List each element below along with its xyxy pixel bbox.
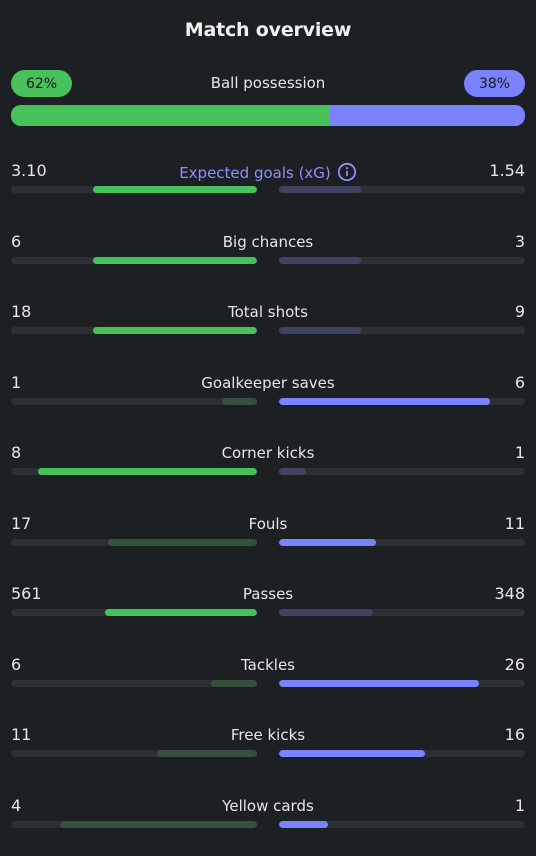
home-stat-bar bbox=[11, 397, 257, 405]
away-stat-value: 6 bbox=[514, 372, 525, 392]
home-stat-bar-fill bbox=[156, 750, 257, 757]
home-stat-bar bbox=[11, 538, 257, 546]
home-stat-bar bbox=[11, 609, 257, 616]
stat-row: 17 Fouls 11 bbox=[0, 514, 536, 564]
away-stat-value: 11 bbox=[504, 513, 525, 533]
away-stat-bar-fill bbox=[279, 186, 361, 193]
stat-label-text: Free kicks bbox=[230, 726, 306, 744]
stat-label-text: Big chances bbox=[222, 232, 314, 251]
away-stat-bar-fill bbox=[279, 538, 376, 546]
stat-label-text: Tackles bbox=[240, 655, 296, 674]
away-stat-bar-fill bbox=[279, 327, 361, 334]
stat-row: 11 Free kicks 16 bbox=[0, 725, 536, 775]
away-stat-bar bbox=[279, 327, 525, 334]
stat-row: 4 Yellow cards 1 bbox=[0, 796, 536, 846]
stat-row: 8 Corner kicks 1 bbox=[0, 443, 536, 493]
home-stat-bar bbox=[11, 820, 257, 828]
away-stat-bar-fill bbox=[279, 256, 361, 264]
away-possession-badge: 38% bbox=[464, 70, 525, 97]
possession-home-fill bbox=[11, 105, 330, 126]
away-stat-bar-fill bbox=[279, 397, 490, 405]
stat-label-text: Yellow cards bbox=[222, 796, 314, 815]
info-icon[interactable] bbox=[337, 162, 357, 182]
away-stat-value: 26 bbox=[504, 654, 525, 674]
away-stat-bar-fill bbox=[279, 750, 425, 757]
home-stat-bar-fill bbox=[92, 327, 257, 334]
possession-bar bbox=[11, 105, 525, 126]
home-stat-bar bbox=[11, 256, 257, 264]
home-stat-bar bbox=[11, 750, 257, 757]
stat-row: 1 Goalkeeper saves 6 bbox=[0, 373, 536, 423]
stat-label: Passes bbox=[0, 585, 536, 603]
away-stat-bar bbox=[279, 468, 525, 475]
panel-title: Match overview bbox=[184, 19, 352, 41]
home-stat-value: 17 bbox=[11, 513, 32, 533]
stat-label: Yellow cards bbox=[0, 797, 536, 815]
away-stat-value: 9 bbox=[514, 302, 525, 321]
stat-label-text: Fouls bbox=[248, 514, 288, 533]
home-stat-bar bbox=[11, 679, 257, 687]
away-stat-bar bbox=[279, 256, 525, 264]
away-stat-value: 1 bbox=[514, 795, 525, 815]
away-stat-bar-fill bbox=[279, 609, 374, 616]
home-stat-bar-fill bbox=[92, 256, 257, 264]
stat-label-text: Goalkeeper saves bbox=[201, 373, 335, 392]
stat-label-text: Total shots bbox=[228, 303, 308, 321]
stat-row: 6 Big chances 3 bbox=[0, 232, 536, 282]
home-stat-bar-fill bbox=[221, 397, 257, 405]
away-stat-value: 1.54 bbox=[489, 161, 525, 180]
stat-label[interactable]: Expected goals (xG) bbox=[0, 162, 536, 182]
stat-label: Fouls bbox=[0, 515, 536, 533]
away-stat-bar bbox=[279, 397, 525, 405]
home-stat-value: 18 bbox=[11, 302, 32, 321]
stat-label: Goalkeeper saves bbox=[0, 374, 536, 392]
away-stat-bar-fill bbox=[279, 468, 307, 475]
home-stat-bar-fill bbox=[105, 609, 257, 616]
away-stat-bar-fill bbox=[279, 820, 329, 828]
away-stat-value: 1 bbox=[514, 443, 525, 462]
stat-row: 18 Total shots 9 bbox=[0, 302, 536, 352]
home-stat-value: 4 bbox=[11, 795, 22, 815]
stat-label-text: Passes bbox=[242, 585, 294, 603]
possession-away-fill bbox=[329, 105, 525, 126]
home-stat-value: 1 bbox=[11, 372, 22, 392]
home-stat-bar bbox=[11, 327, 257, 334]
stat-label: Total shots bbox=[0, 303, 536, 321]
away-stat-bar-fill bbox=[279, 679, 479, 687]
away-stat-value: 3 bbox=[514, 231, 525, 251]
home-stat-value: 561 bbox=[11, 584, 42, 603]
home-stat-value: 8 bbox=[11, 443, 22, 462]
stat-label-text: Expected goals (xG) bbox=[179, 164, 331, 182]
home-stat-value: 6 bbox=[11, 654, 22, 674]
home-stat-bar bbox=[11, 468, 257, 475]
home-stat-bar-fill bbox=[107, 538, 257, 546]
stat-label: Corner kicks bbox=[0, 444, 536, 462]
away-stat-bar bbox=[279, 186, 525, 193]
home-stat-value: 6 bbox=[11, 231, 22, 251]
stat-row: 561 Passes 348 bbox=[0, 584, 536, 634]
possession-label: Ball possession bbox=[210, 74, 326, 92]
home-stat-bar-fill bbox=[38, 468, 257, 475]
home-stat-value: 11 bbox=[11, 725, 32, 744]
stat-label-text: Corner kicks bbox=[221, 444, 315, 462]
away-stat-value: 16 bbox=[504, 725, 525, 744]
home-stat-bar-fill bbox=[60, 820, 257, 828]
home-stat-bar-fill bbox=[210, 679, 257, 687]
home-stat-bar-fill bbox=[92, 186, 257, 193]
away-stat-value: 348 bbox=[494, 584, 525, 603]
stat-label: Free kicks bbox=[0, 726, 536, 744]
stat-row: 3.10 Expected goals (xG) 1.54 bbox=[0, 161, 536, 211]
home-stat-bar bbox=[11, 186, 257, 193]
home-possession-badge: 62% bbox=[11, 70, 72, 97]
home-stat-value: 3.10 bbox=[11, 161, 47, 180]
stat-row: 6 Tackles 26 bbox=[0, 655, 536, 705]
away-stat-bar bbox=[279, 679, 525, 687]
stat-label: Tackles bbox=[0, 656, 536, 674]
away-stat-bar bbox=[279, 609, 525, 616]
away-stat-bar bbox=[279, 538, 525, 546]
stat-label: Big chances bbox=[0, 233, 536, 251]
away-stat-bar bbox=[279, 750, 525, 757]
away-stat-bar bbox=[279, 820, 525, 828]
